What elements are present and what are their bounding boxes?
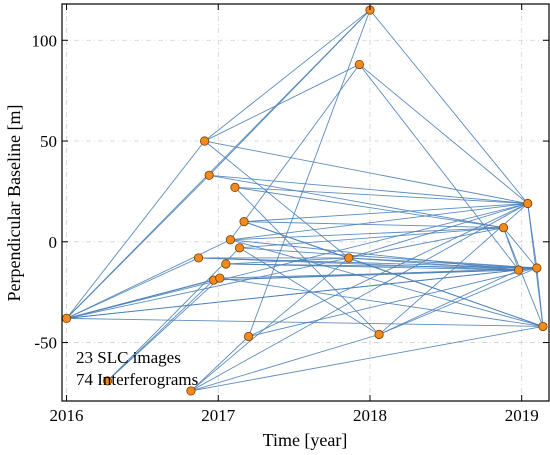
- interferogram-edge-40: [230, 64, 360, 241]
- interferogram-edge-62: [369, 9, 529, 204]
- y-tick-label-2: 50: [40, 132, 57, 151]
- interferogram-edge-44: [234, 187, 380, 335]
- interferogram-edge-18: [190, 325, 544, 392]
- interferogram-edge-9: [66, 277, 220, 319]
- interferogram-edge-66: [503, 227, 544, 327]
- interferogram-edge-45: [239, 247, 537, 269]
- x-axis-title: Time [year]: [263, 430, 348, 450]
- slc-point-7: [215, 273, 225, 283]
- x-tick-label-1: 2017: [201, 406, 236, 425]
- slc-point-3: [193, 253, 204, 263]
- interferogram-edge-12: [107, 247, 240, 382]
- interferogram-edge-42: [234, 186, 528, 204]
- slc-point-21: [532, 263, 542, 273]
- interferogram-edge-46: [239, 227, 504, 249]
- interferogram-edge-4: [66, 317, 543, 327]
- interferogram-edge-22: [198, 257, 519, 271]
- slc-point-4: [200, 136, 210, 146]
- interferogram-edge-13: [107, 277, 221, 382]
- interferogram-edge-10: [66, 257, 349, 319]
- annotation-interferogram-count: 74 Interferograms: [76, 370, 198, 389]
- interferogram-edge-17: [190, 336, 249, 392]
- slc-point-20: [523, 198, 533, 209]
- interferogram-edge-23: [204, 9, 371, 142]
- interferogram-edge-41: [230, 227, 504, 241]
- slc-point-2: [186, 386, 196, 396]
- y-tick-label-1: 0: [49, 233, 58, 252]
- x-tick-label-2: 2018: [353, 406, 387, 425]
- interferogram-edge-57: [348, 257, 537, 269]
- interferogram-edge-58: [348, 257, 544, 327]
- interferogram-edge-29: [208, 9, 371, 176]
- slc-point-10: [230, 182, 240, 192]
- slc-points: [61, 5, 548, 396]
- slc-point-0: [61, 313, 72, 323]
- interferogram-edge-61: [359, 64, 520, 271]
- slc-point-12: [239, 217, 249, 227]
- interferogram-edge-49: [244, 221, 504, 229]
- interferogram-edge-36: [225, 257, 349, 265]
- interferogram-edge-48: [244, 203, 528, 223]
- interferogram-edge-53: [248, 9, 371, 337]
- interferogram-edges: [66, 9, 544, 392]
- x-tick-label-3: 2019: [505, 406, 539, 425]
- slc-point-22: [538, 321, 548, 332]
- interferogram-edge-26: [204, 140, 350, 259]
- y-tick-label-3: 100: [32, 31, 58, 50]
- axis-ticks: 2016 2017 2018 2019 -50 0 50 100: [32, 4, 549, 425]
- interferogram-edge-43: [234, 186, 504, 229]
- y-tick-label-0: -50: [34, 334, 57, 353]
- slc-point-9: [225, 235, 236, 245]
- slc-point-18: [498, 223, 509, 233]
- interferogram-edge-16: [190, 203, 528, 392]
- interferogram-edge-47: [239, 247, 380, 335]
- interferogram-edge-28: [209, 174, 504, 229]
- interferogram-edge-19: [190, 334, 380, 392]
- slc-point-11: [234, 243, 245, 253]
- slc-point-14: [344, 253, 354, 263]
- annotation-slc-count: 23 SLC images: [76, 348, 181, 367]
- plot-frame: [61, 3, 550, 402]
- interferogram-edge-24: [204, 140, 528, 204]
- grid-lines: [62, 4, 549, 401]
- interferogram-edge-72: [536, 267, 544, 327]
- interferogram-edge-0: [66, 140, 205, 319]
- interferogram-edge-56: [348, 227, 504, 259]
- interferogram-edge-55: [348, 203, 528, 259]
- interferogram-edge-59: [348, 257, 519, 271]
- slc-point-5: [204, 170, 214, 180]
- interferogram-edge-65: [378, 269, 519, 335]
- interferogram-edge-64: [378, 267, 538, 335]
- interferogram-edge-39: [230, 239, 544, 327]
- slc-point-8: [221, 259, 231, 269]
- interferogram-edge-11: [66, 239, 231, 319]
- slc-point-17: [374, 329, 384, 340]
- interferogram-edge-68: [503, 227, 520, 271]
- slc-point-15: [354, 59, 364, 70]
- interferogram-edge-67: [503, 227, 538, 269]
- slc-point-13: [244, 331, 254, 342]
- slc-point-19: [514, 265, 524, 275]
- interferogram-edge-60: [359, 64, 529, 204]
- x-tick-label-0: 2016: [50, 406, 84, 425]
- interferogram-edge-25: [204, 64, 360, 142]
- interferogram-edge-52: [248, 203, 528, 337]
- interferogram-edge-32: [219, 277, 543, 327]
- interferogram-edge-27: [209, 174, 528, 204]
- y-axis-title: Perpendicular Baseline [m]: [4, 105, 24, 302]
- interferogram-edge-54: [248, 267, 537, 337]
- interferogram-edge-33: [219, 269, 519, 279]
- interferogram-edge-15: [190, 257, 350, 392]
- interferogram-edge-51: [243, 221, 349, 259]
- slc-point-1: [102, 376, 113, 386]
- interferogram-edge-14: [107, 279, 215, 382]
